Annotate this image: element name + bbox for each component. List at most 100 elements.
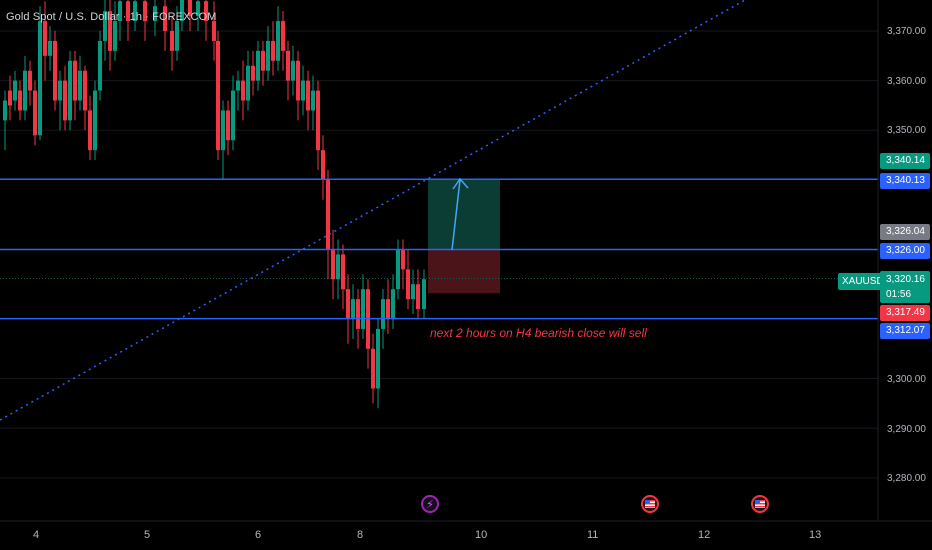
target-zone bbox=[428, 179, 500, 250]
candle-body bbox=[261, 50, 265, 71]
candle-body bbox=[113, 21, 117, 51]
candle-body bbox=[180, 0, 184, 22]
candle-body bbox=[163, 6, 167, 32]
candle-body bbox=[88, 110, 92, 151]
candle-body bbox=[276, 21, 280, 61]
candle-body bbox=[204, 1, 208, 22]
target-price-tag: 3,340.14 bbox=[880, 153, 930, 169]
candle-body bbox=[23, 70, 27, 111]
candle-body bbox=[98, 40, 102, 91]
candle-body bbox=[351, 299, 355, 319]
candle-body bbox=[175, 21, 179, 51]
candle-body bbox=[291, 60, 295, 81]
price-tick: 3,360.00 bbox=[887, 76, 926, 87]
candle-body bbox=[381, 299, 385, 329]
candle-body bbox=[271, 40, 275, 61]
candle-body bbox=[103, 11, 107, 41]
price-tick: 3,370.00 bbox=[887, 26, 926, 37]
candle-body bbox=[38, 21, 42, 136]
price-tick: 3,280.00 bbox=[887, 473, 926, 484]
candle-body bbox=[371, 348, 375, 389]
candle-body bbox=[153, 6, 157, 22]
candle-body bbox=[73, 60, 77, 101]
candle-body bbox=[3, 100, 7, 121]
candle-body bbox=[53, 40, 57, 101]
candle-body bbox=[216, 40, 220, 151]
time-tick: 13 bbox=[809, 529, 822, 541]
us-flag-icon[interactable] bbox=[641, 495, 659, 513]
time-tick: 8 bbox=[357, 529, 364, 541]
candle-body bbox=[331, 249, 335, 280]
candle-body bbox=[212, 21, 216, 41]
time-tick: 12 bbox=[698, 529, 711, 541]
candle-body bbox=[361, 289, 365, 329]
candle-body bbox=[401, 249, 405, 270]
candle-body bbox=[316, 90, 320, 151]
time-tick: 6 bbox=[255, 529, 262, 541]
symbol-title[interactable]: Gold Spot / U.S. Dollar · 1h · FOREXCOM bbox=[6, 11, 217, 23]
candle-body bbox=[126, 1, 130, 22]
candle-body bbox=[68, 60, 72, 121]
candle-body bbox=[28, 70, 32, 91]
candle-body bbox=[48, 40, 52, 56]
chart-annotation[interactable]: next 2 hours on H4 bearish close will se… bbox=[430, 326, 647, 340]
stop-zone bbox=[428, 249, 500, 294]
candle-body bbox=[391, 289, 395, 319]
price-tick: 3,300.00 bbox=[887, 374, 926, 385]
candle-body bbox=[188, 0, 192, 17]
price-scale[interactable]: 3,370.00 3,360.00 3,350.00 3,300.00 3,29… bbox=[878, 0, 932, 520]
candle-body bbox=[196, 1, 200, 17]
candle-body bbox=[246, 65, 250, 101]
candle-body bbox=[296, 60, 300, 101]
candle-body bbox=[63, 80, 67, 121]
candle-body bbox=[411, 284, 415, 300]
projection-arrow bbox=[451, 179, 461, 251]
time-tick: 4 bbox=[33, 529, 40, 541]
lower-level-tag: 3,312.07 bbox=[880, 323, 930, 339]
candle-body bbox=[326, 179, 330, 250]
candle-body bbox=[236, 80, 240, 91]
upper-level-tag: 3,340.13 bbox=[880, 173, 930, 189]
candle-body bbox=[108, 11, 112, 51]
candle-body bbox=[256, 50, 260, 81]
candle-body bbox=[33, 90, 37, 136]
candle-body bbox=[266, 40, 270, 71]
candle-body bbox=[286, 50, 290, 81]
candle-body bbox=[422, 279, 426, 310]
time-tick: 10 bbox=[475, 529, 488, 541]
candle-body bbox=[83, 70, 87, 111]
entry-price-tag: 3,326.04 bbox=[880, 224, 930, 240]
candle-body bbox=[311, 90, 315, 111]
candle-body bbox=[406, 269, 410, 300]
projection-arrow-head bbox=[452, 177, 469, 190]
candle-body bbox=[306, 80, 310, 111]
candle-body bbox=[396, 249, 400, 290]
time-scale[interactable]: 4 5 6 8 10 11 12 13 bbox=[0, 522, 878, 550]
candle-body bbox=[301, 80, 305, 101]
candle-body bbox=[321, 150, 325, 180]
candle-body bbox=[416, 284, 420, 310]
candle-body bbox=[8, 90, 12, 106]
candle-body bbox=[231, 90, 235, 141]
us-flag-icon[interactable] bbox=[751, 495, 769, 513]
price-tick: 3,290.00 bbox=[887, 424, 926, 435]
price-tick: 3,350.00 bbox=[887, 125, 926, 136]
candle-body bbox=[43, 21, 47, 56]
candle-body bbox=[281, 21, 285, 51]
candle-body bbox=[346, 289, 350, 319]
candle-body bbox=[58, 80, 62, 101]
candle-body bbox=[376, 328, 380, 389]
current-price-tag: 3,320.16 01:56 bbox=[880, 271, 930, 303]
candle-body bbox=[221, 110, 225, 151]
candle-body bbox=[93, 90, 97, 151]
candle-body bbox=[13, 80, 17, 101]
bar-countdown: 01:56 bbox=[886, 289, 912, 300]
candle-body bbox=[170, 31, 174, 51]
candle-body bbox=[251, 65, 255, 81]
time-tick: 11 bbox=[587, 529, 599, 541]
lightning-icon[interactable]: ⚡ bbox=[421, 495, 439, 513]
middle-level-tag: 3,326.00 bbox=[880, 243, 930, 259]
time-tick: 5 bbox=[144, 529, 151, 541]
